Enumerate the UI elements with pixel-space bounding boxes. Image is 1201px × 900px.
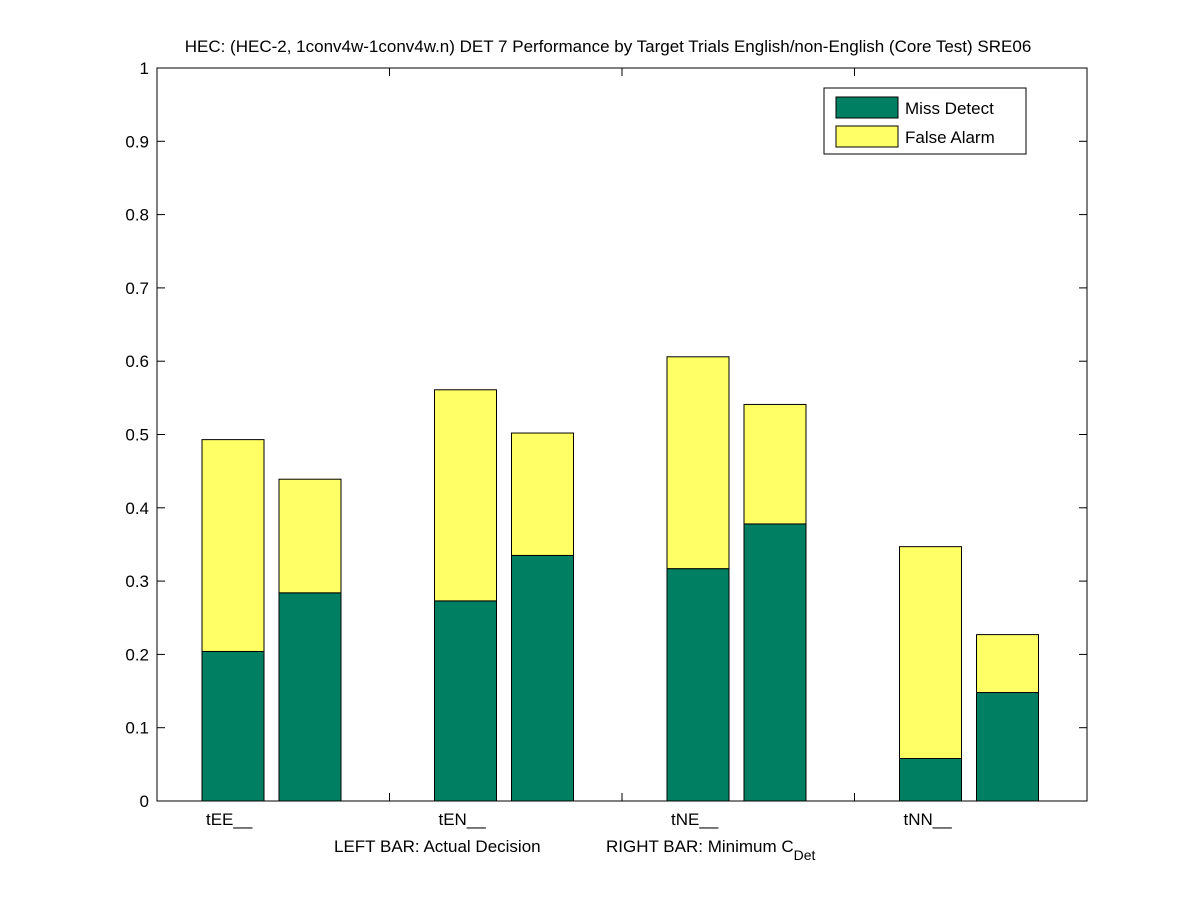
bar-tnn-minimum-miss-detect (976, 692, 1039, 802)
y-tick-label: 0.5 (125, 426, 149, 445)
bar-tee-actual-false-alarm (201, 439, 265, 652)
bar-tne-actual-miss-detect (666, 568, 730, 802)
y-tick-label: 0.1 (125, 719, 149, 738)
y-tick-label: 0.4 (125, 499, 149, 518)
x-category-label-tnn: tNN__ (904, 810, 953, 829)
bar-ten-actual-false-alarm (434, 389, 497, 602)
y-axis: 0 0.1 0.2 0.3 0.4 0.5 0.6 0.7 0.8 0.9 1 (125, 59, 1087, 811)
bar-tne-actual-false-alarm (666, 356, 730, 570)
y-tick-label: 0.2 (125, 645, 149, 664)
x-category-label-tee: tEE__ (206, 810, 253, 829)
bars (201, 356, 1039, 802)
x-axis-label-right-main: RIGHT BAR: Minimum C (606, 837, 794, 856)
x-axis-label-left: LEFT BAR: Actual Decision (334, 837, 541, 856)
x-category-label-tne: tNE__ (671, 810, 719, 829)
bar-tee-minimum-miss-detect (278, 592, 342, 802)
bar-tnn-actual-miss-detect (899, 757, 962, 802)
y-tick-label: 0.7 (125, 279, 149, 298)
bar-tne-minimum-miss-detect (743, 523, 807, 802)
x-axis-label-right: RIGHT BAR: Minimum CDet (606, 837, 816, 863)
legend: Miss Detect False Alarm (823, 87, 1027, 155)
bar-tee-actual-miss-detect (201, 650, 265, 802)
legend-swatch-false-alarm (835, 125, 899, 148)
x-category-label-ten: tEN__ (439, 810, 487, 829)
legend-label-false-alarm: False Alarm (905, 128, 995, 147)
legend-swatch-miss-detect (835, 96, 899, 119)
y-tick-label: 0.8 (125, 206, 149, 225)
x-axis: tEE__ tEN__ tNE__ tNN__ (206, 68, 952, 829)
bar-tne-minimum-false-alarm (743, 403, 807, 525)
x-axis-label-right-subscript: Det (794, 847, 816, 863)
y-tick-label: 0.9 (125, 132, 149, 151)
bar-ten-minimum-false-alarm (511, 432, 574, 556)
y-tick-label: 1 (140, 59, 149, 78)
y-tick-label: 0 (140, 792, 149, 811)
y-tick-label: 0.6 (125, 352, 149, 371)
x-axis-label: LEFT BAR: Actual Decision RIGHT BAR: Min… (334, 837, 816, 863)
bar-tnn-actual-false-alarm (899, 546, 962, 759)
y-tick-label: 0.3 (125, 572, 149, 591)
legend-label-miss-detect: Miss Detect (905, 99, 994, 118)
bar-tee-minimum-false-alarm (278, 478, 342, 594)
plot-frame (156, 67, 1088, 802)
bar-ten-actual-miss-detect (434, 600, 497, 802)
bar-tnn-minimum-false-alarm (976, 634, 1039, 694)
chart-title: HEC: (HEC-2, 1conv4w-1conv4w.n) DET 7 Pe… (185, 37, 1032, 56)
bar-ten-minimum-miss-detect (511, 554, 574, 802)
